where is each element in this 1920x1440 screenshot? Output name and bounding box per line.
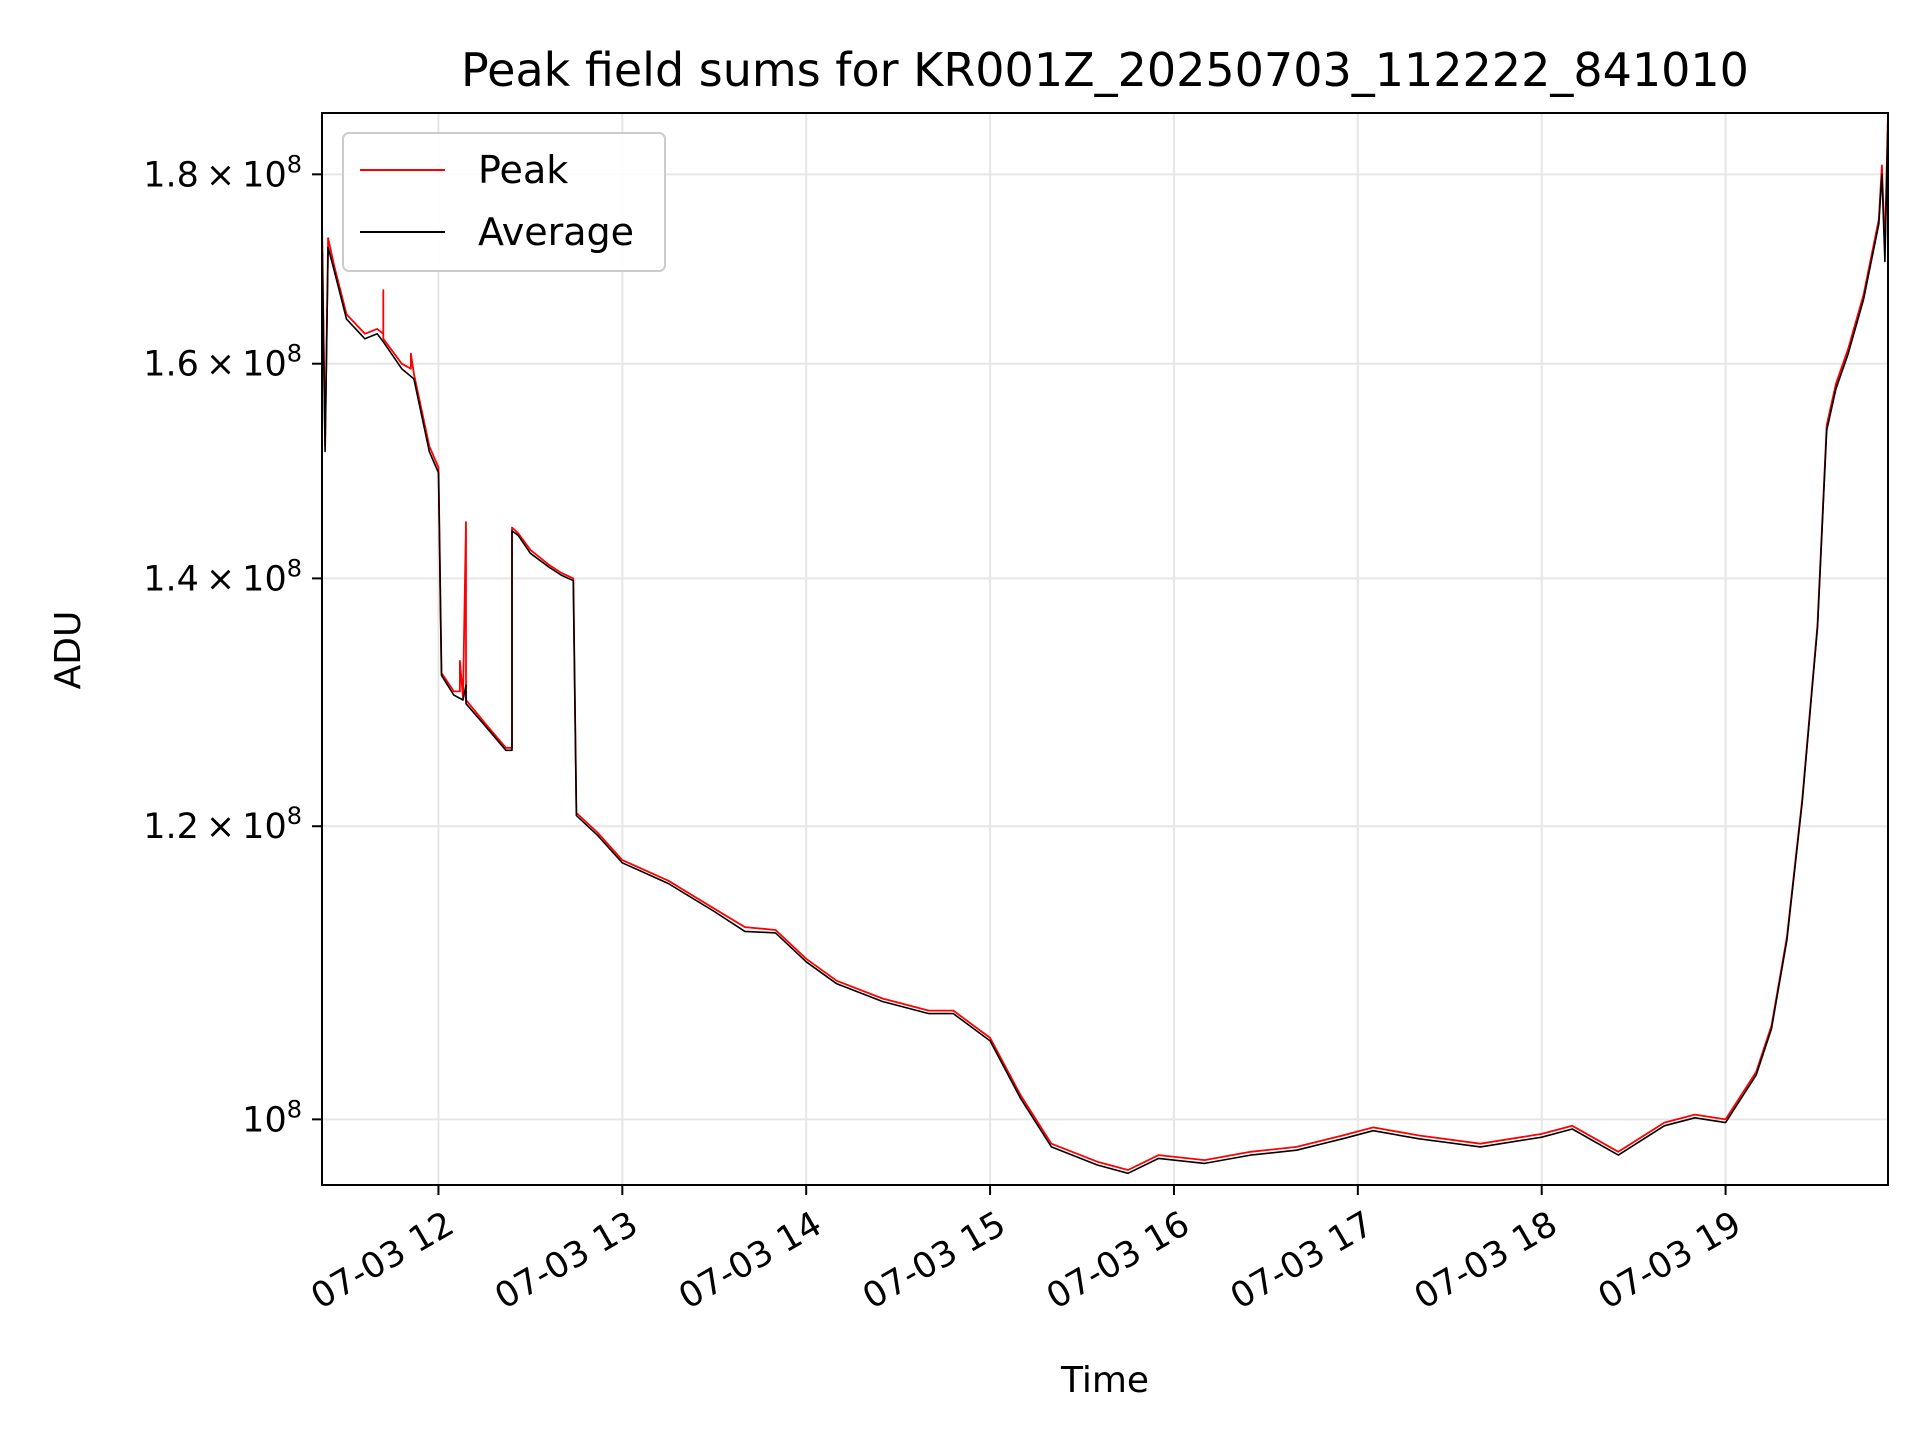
series-layer <box>321 112 1889 1175</box>
series-line-average <box>321 117 1889 1175</box>
plot-area-frame <box>321 112 1889 1186</box>
y-tick-label: 1.4 × 108 <box>143 554 302 599</box>
y-axis-ticks: 108 1.2 × 108 1.4 × 108 1.6 × 108 1.8 × 108 <box>143 150 322 1140</box>
y-tick-label: 108 <box>242 1095 302 1140</box>
y-axis-label: ADU <box>48 611 89 690</box>
legend: Peak Average <box>342 132 666 272</box>
legend-label-average: Average <box>478 210 634 254</box>
y-tick-label: 1.8 × 108 <box>143 150 302 195</box>
legend-box <box>342 132 666 272</box>
y-tick-label: 1.2 × 108 <box>143 802 302 847</box>
y-tick-label: 1.6 × 108 <box>143 340 302 385</box>
chart-title: Peak field sums for KR001Z_20250703_1122… <box>461 43 1749 97</box>
grid <box>322 113 1888 1185</box>
series-line-peak <box>321 112 1889 1171</box>
x-axis-label: Time <box>1060 1360 1149 1401</box>
legend-label-peak: Peak <box>478 148 568 192</box>
